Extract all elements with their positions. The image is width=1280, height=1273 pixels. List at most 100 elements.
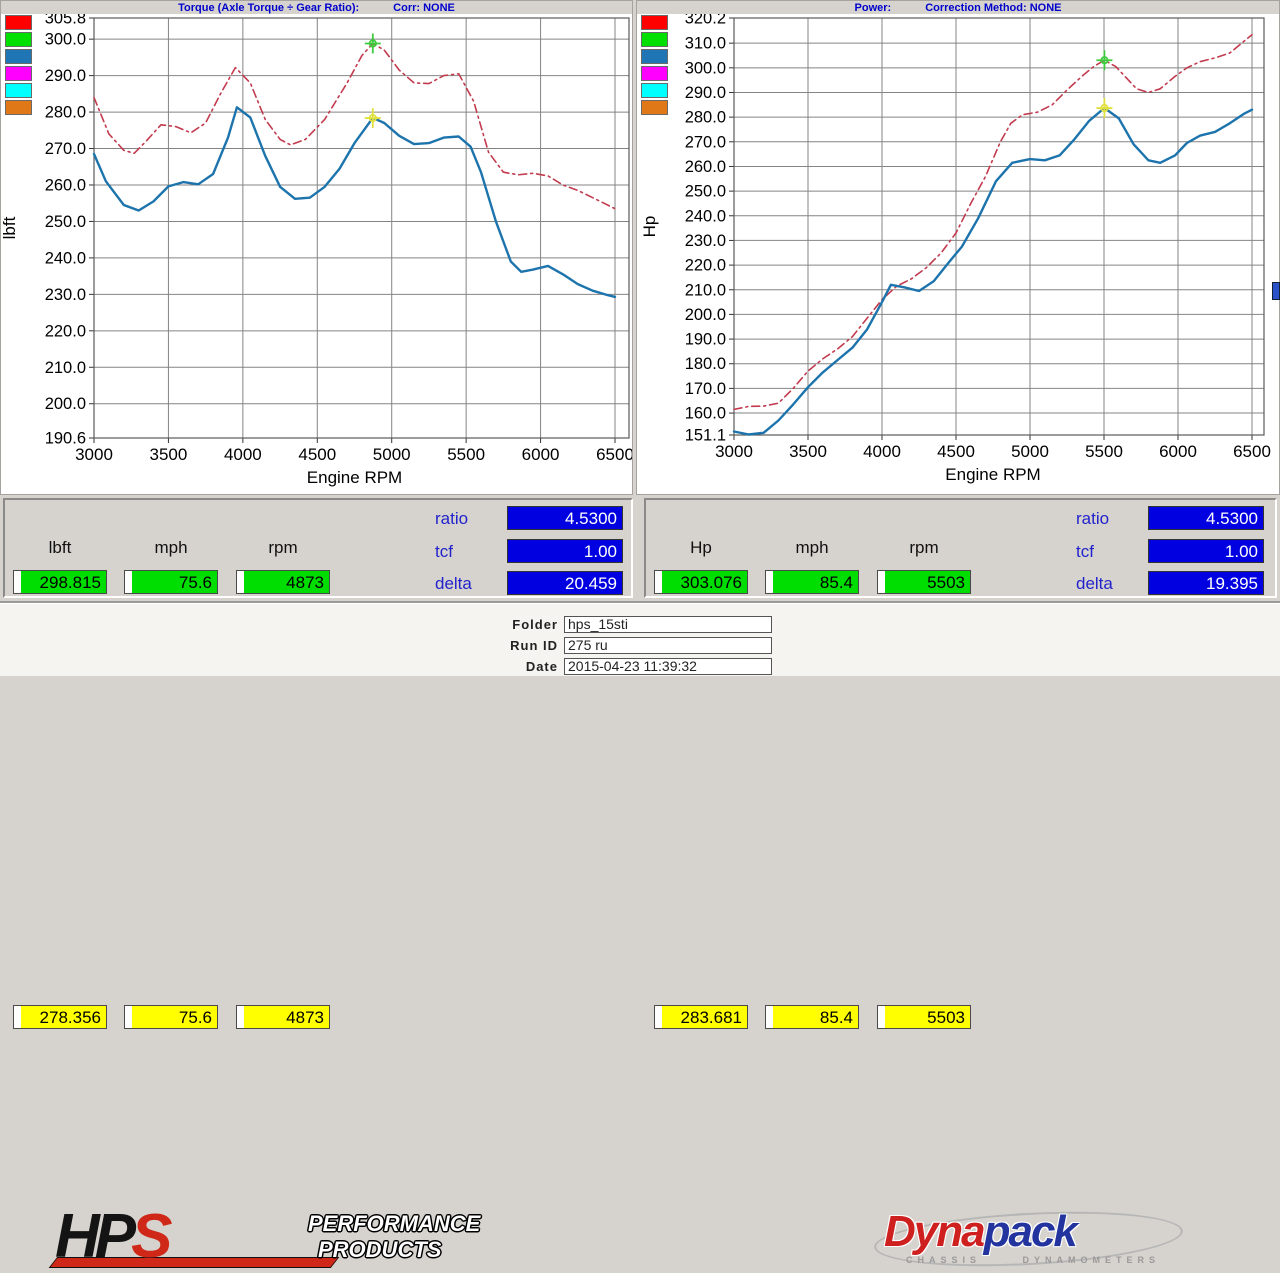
torque-chart-title-strip: Torque (Axle Torque ÷ Gear Ratio): Corr:…	[1, 1, 632, 14]
y-tick-label: 250.0	[685, 183, 726, 201]
rpm-peak-value: 5503	[877, 1005, 971, 1029]
power-chart-title-strip: Power: Correction Method: NONE	[637, 1, 1279, 14]
dynapack-subtitle: CHASSIS DYNAMOMETERS	[906, 1255, 1160, 1265]
y-tick-label: 280.0	[685, 109, 726, 127]
hps-s: S	[131, 1202, 172, 1271]
y-tick-label: 290.0	[685, 84, 726, 102]
power-unit-label: Hp	[690, 538, 712, 557]
tcf-label: tcf	[1076, 542, 1094, 561]
y-tick-label: 170.0	[685, 380, 726, 398]
rpm-ref-peak-value: 4873	[236, 570, 330, 594]
channel-4-swatch[interactable]	[641, 66, 668, 81]
y-tick-label: 190.6	[45, 430, 86, 448]
x-tick-label: 3000	[715, 442, 753, 461]
torque-chart-plot[interactable]: 305.8 300.0 290.0 280.0 270.0 260.0 250.0 240.0…	[1, 1, 632, 494]
power-readout-panel: 283.681 85.4 5503 Hp mph rpm 303.076 85.…	[644, 498, 1277, 1029]
channel-6-swatch[interactable]	[5, 100, 32, 115]
rpm-ref-peak-value: 5503	[877, 570, 971, 594]
channel-5-swatch[interactable]	[5, 83, 32, 98]
power-chart-plot[interactable]: 320.2 310.0 300.0 290.0 280.0 270.0 260.0 250.0…	[637, 1, 1279, 494]
channel-2-swatch[interactable]	[641, 32, 668, 47]
footer-bar: HPS PERFORMANCE PRODUCTS Folder Run ID D…	[0, 601, 1280, 1273]
y-tick-label: 310.0	[685, 35, 726, 53]
channel-5-swatch[interactable]	[641, 83, 668, 98]
torque-ref-peak-value: 298.815	[13, 570, 107, 594]
channel-3-swatch[interactable]	[641, 49, 668, 64]
channel-1-swatch[interactable]	[5, 15, 32, 30]
y-tick-label: 200.0	[685, 306, 726, 324]
delta-label: delta	[435, 574, 472, 593]
date-label: Date	[525, 658, 558, 674]
delta-value: 19.395	[1148, 571, 1264, 595]
power-chart-correction: Correction Method: NONE	[925, 1, 1062, 14]
speed-ref-peak-value: 85.4	[765, 570, 859, 594]
x-tick-label: 5000	[373, 445, 411, 464]
hps-logo: HPS PERFORMANCE PRODUCTS	[25, 1202, 480, 1273]
y-tick-label: 220.0	[45, 322, 86, 340]
x-axis-title: Engine RPM	[945, 465, 1040, 484]
x-axis-title: Engine RPM	[307, 468, 402, 487]
hps-logo-letters: HPS	[55, 1201, 173, 1272]
tcf-value: 1.00	[1148, 539, 1264, 563]
hps-hp: HP	[55, 1202, 136, 1271]
dynapack-dynamometers: DYNAMOMETERS	[1022, 1255, 1161, 1265]
y-tick-label: 210.0	[45, 359, 86, 377]
x-tick-label: 5000	[1011, 442, 1049, 461]
reference-peak-marker	[364, 33, 381, 54]
x-tick-label: 5500	[1085, 442, 1123, 461]
speed-ref-peak-value: 75.6	[124, 570, 218, 594]
date-input[interactable]	[564, 657, 772, 675]
y-tick-label: 180.0	[685, 355, 726, 373]
reference-torque-curve	[93, 42, 616, 210]
y-tick-label: 250.0	[45, 213, 86, 231]
dynapack-chassis: CHASSIS	[906, 1255, 982, 1265]
dynapack-pack: pack	[983, 1207, 1078, 1256]
x-tick-label: 6500	[1233, 442, 1271, 461]
torque-chart-correction: Corr: NONE	[393, 1, 455, 14]
right-edge-marker	[1272, 282, 1280, 300]
run-power-curve	[732, 106, 1254, 436]
y-tick-label: 230.0	[45, 286, 86, 304]
power-channel-legend	[641, 15, 668, 115]
y-axis-title: Hp	[640, 216, 659, 238]
ratio-label: ratio	[435, 509, 469, 528]
y-tick-label: 190.0	[685, 331, 726, 349]
channel-4-swatch[interactable]	[5, 66, 32, 81]
y-tick-label: 260.0	[685, 158, 726, 176]
y-tick-label: 270.0	[685, 133, 726, 151]
y-tick-label: 210.0	[685, 281, 726, 299]
reference-power-curve	[733, 33, 1253, 411]
y-tick-label: 240.0	[45, 249, 86, 267]
torque-chart-title: Torque (Axle Torque ÷ Gear Ratio):	[178, 1, 360, 14]
rpm-unit-label: rpm	[268, 538, 298, 557]
x-tick-label: 3500	[789, 442, 827, 461]
channel-6-swatch[interactable]	[641, 100, 668, 115]
channel-2-swatch[interactable]	[5, 32, 32, 47]
run-id-input[interactable]	[564, 636, 772, 654]
dynapack-dyna: Dyna	[884, 1207, 986, 1256]
ratio-value: 4.5300	[507, 506, 623, 530]
channel-1-swatch[interactable]	[641, 15, 668, 30]
x-tick-label: 4000	[863, 442, 901, 461]
x-tick-label: 4500	[298, 445, 336, 464]
y-tick-label: 300.0	[45, 31, 86, 49]
speed-unit-label: mph	[154, 538, 188, 557]
run-peak-marker	[364, 108, 381, 129]
torque-readout-panel: 278.356 75.6 4873 lbft mph rpm 298.815 7…	[3, 498, 633, 1029]
channel-3-swatch[interactable]	[5, 49, 32, 64]
y-tick-label: 160.0	[685, 405, 726, 423]
y-tick-label: 260.0	[45, 176, 86, 194]
power-peak-value: 283.681	[654, 1005, 748, 1029]
tcf-value: 1.00	[507, 539, 623, 563]
y-tick-label: 151.1	[685, 427, 726, 445]
x-tick-label: 4500	[937, 442, 975, 461]
y-tick-label: 230.0	[685, 232, 726, 250]
folder-input[interactable]	[564, 615, 772, 633]
y-tick-label: 300.0	[685, 59, 726, 77]
tcf-label: tcf	[435, 542, 453, 561]
run-peak-marker	[1096, 98, 1113, 119]
torque-unit-label: lbft	[48, 538, 72, 557]
run-torque-curve	[92, 106, 617, 299]
delta-value: 20.459	[507, 571, 623, 595]
dynapack-logo: Dynapack CHASSIS DYNAMOMETERS	[866, 1204, 1196, 1273]
